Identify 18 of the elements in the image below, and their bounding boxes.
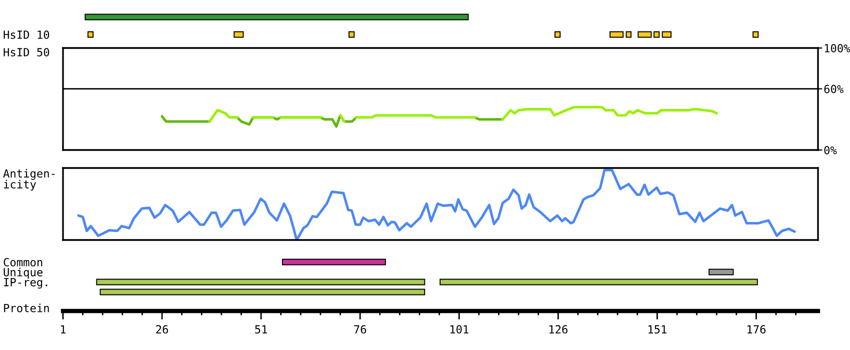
x-tick-label: 101 <box>450 325 468 334</box>
x-axis-title: Protein <box>4 304 49 312</box>
x-tick-label: 76 <box>354 325 366 334</box>
y-tick-label: Unique <box>4 268 42 279</box>
y-tick-label: 0% <box>824 146 837 154</box>
y-tick-label: 60% <box>824 84 844 94</box>
x-tick-label: 26 <box>156 325 168 334</box>
x-tick-label: 151 <box>648 325 666 334</box>
y-tick-label: IP-reg. <box>4 278 48 289</box>
y-tick-label: HsID 50 <box>4 48 50 56</box>
y-tick-label: 100% <box>824 44 850 52</box>
y-tick-label: Common <box>4 258 42 266</box>
x-tick-label: 126 <box>549 325 568 334</box>
y-axis-title: Antigen- icity <box>3 169 55 191</box>
y-tick-label: HsID 10 <box>4 30 50 39</box>
x-tick-label: 176 <box>748 325 766 334</box>
x-tick-label: 51 <box>255 325 267 334</box>
x-tick-label: 1 <box>60 325 66 334</box>
